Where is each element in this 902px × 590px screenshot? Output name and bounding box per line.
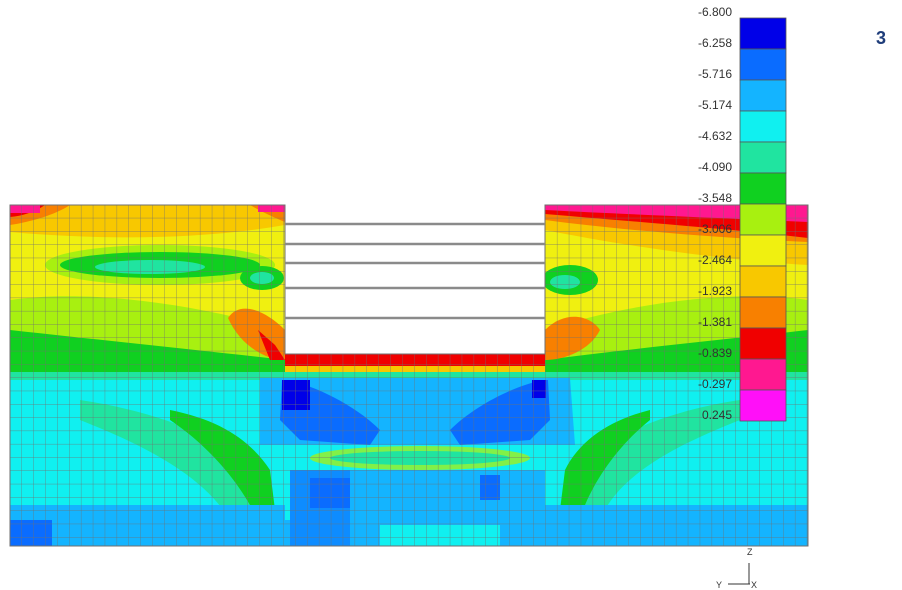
legend-value-4: -4.632 bbox=[698, 129, 732, 143]
legend-value-12: -0.297 bbox=[698, 377, 732, 391]
legend-value-8: -2.464 bbox=[698, 253, 732, 267]
axis-y-label: Y bbox=[716, 580, 722, 590]
legend-swatch-10 bbox=[739, 327, 787, 360]
legend-value-0: -6.800 bbox=[698, 5, 732, 19]
legend-value-11: -0.839 bbox=[698, 346, 732, 360]
legend-swatch-4 bbox=[739, 141, 787, 174]
axis-z-label: Z bbox=[747, 547, 753, 557]
axis-x-label: X bbox=[751, 580, 757, 590]
legend-swatch-1 bbox=[739, 48, 787, 81]
legend-swatch-0 bbox=[739, 17, 787, 50]
legend-swatch-3 bbox=[739, 110, 787, 143]
legend-value-10: -1.381 bbox=[698, 315, 732, 329]
legend-swatch-5 bbox=[739, 172, 787, 205]
legend-swatch-8 bbox=[739, 265, 787, 298]
legend-swatch-12 bbox=[739, 389, 787, 422]
legend-value-9: -1.923 bbox=[698, 284, 732, 298]
legend-value-1: -6.258 bbox=[698, 36, 732, 50]
color-legend: -6.800 -6.258 -5.716 -5.174 -4.632 -4.090 -3.5… bbox=[698, 5, 787, 422]
mesh-grid bbox=[10, 205, 808, 546]
legend-swatch-2 bbox=[739, 79, 787, 112]
legend-value-13: 0.245 bbox=[702, 408, 732, 422]
legend-swatch-6 bbox=[739, 203, 787, 236]
legend-swatch-11 bbox=[739, 358, 787, 391]
axis-triad: Z Y X bbox=[716, 547, 757, 590]
struts bbox=[285, 222, 545, 320]
soil-outline bbox=[9, 204, 809, 547]
legend-value-7: -3.006 bbox=[698, 222, 732, 236]
panel-number: 3 bbox=[876, 28, 887, 48]
legend-swatch-9 bbox=[739, 296, 787, 329]
legend-value-3: -5.174 bbox=[698, 98, 732, 112]
legend-value-6: -3.548 bbox=[698, 191, 732, 205]
legend-value-2: -5.716 bbox=[698, 67, 732, 81]
soil-contour-field bbox=[10, 205, 808, 546]
legend-value-5: -4.090 bbox=[698, 160, 732, 174]
legend-swatch-7 bbox=[739, 234, 787, 267]
